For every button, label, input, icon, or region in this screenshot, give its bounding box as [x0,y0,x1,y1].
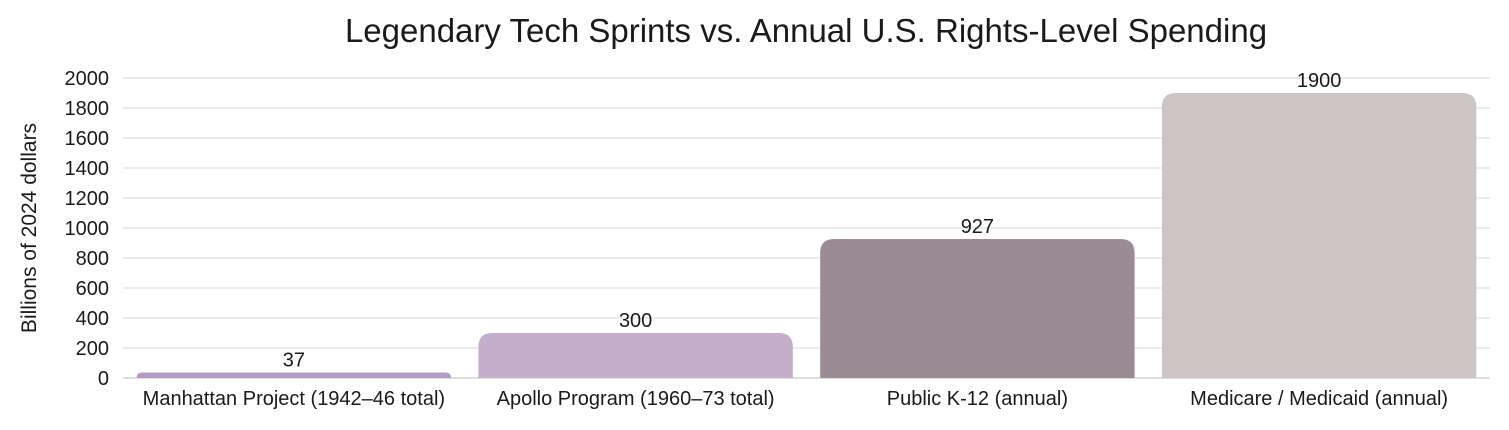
bar-value-label: 300 [619,310,652,332]
y-tick-label: 400 [76,308,109,330]
x-category-label: Apollo Program (1960–73 total) [497,388,775,410]
data-labels: 37 300 927 1900 [283,70,1342,371]
bar [1161,93,1477,378]
y-tick-label: 600 [76,278,109,300]
x-axis-categories: Manhattan Project (1942–46 total) Apollo … [143,388,1448,410]
y-tick-label: 0 [98,368,109,390]
y-tick-label: 1200 [65,188,110,210]
bar [136,372,452,378]
bar-value-label: 927 [961,216,994,238]
y-tick-label: 1800 [65,98,110,120]
bar [478,333,793,378]
x-category-label: Manhattan Project (1942–46 total) [143,388,445,410]
y-tick-label: 200 [76,338,109,360]
x-category-label: Public K-12 (annual) [887,388,1068,410]
y-tick-label: 1600 [65,128,110,150]
x-category-label: Medicare / Medicaid (annual) [1190,388,1448,410]
bar-value-label: 1900 [1297,70,1342,92]
chart-title: Legendary Tech Sprints vs. Annual U.S. R… [345,12,1267,49]
bars [136,93,1477,378]
y-tick-label: 1400 [65,158,110,180]
y-tick-label: 1000 [65,218,110,240]
y-tick-label: 2000 [65,68,110,90]
bar [820,238,1135,378]
y-tick-label: 800 [76,248,109,270]
y-axis-label: Billions of 2024 dollars [18,123,41,333]
bar-value-label: 37 [283,349,305,371]
y-axis-ticks: 0 200 400 600 800 1000 1200 1400 1600 1800 2000 [65,68,110,390]
